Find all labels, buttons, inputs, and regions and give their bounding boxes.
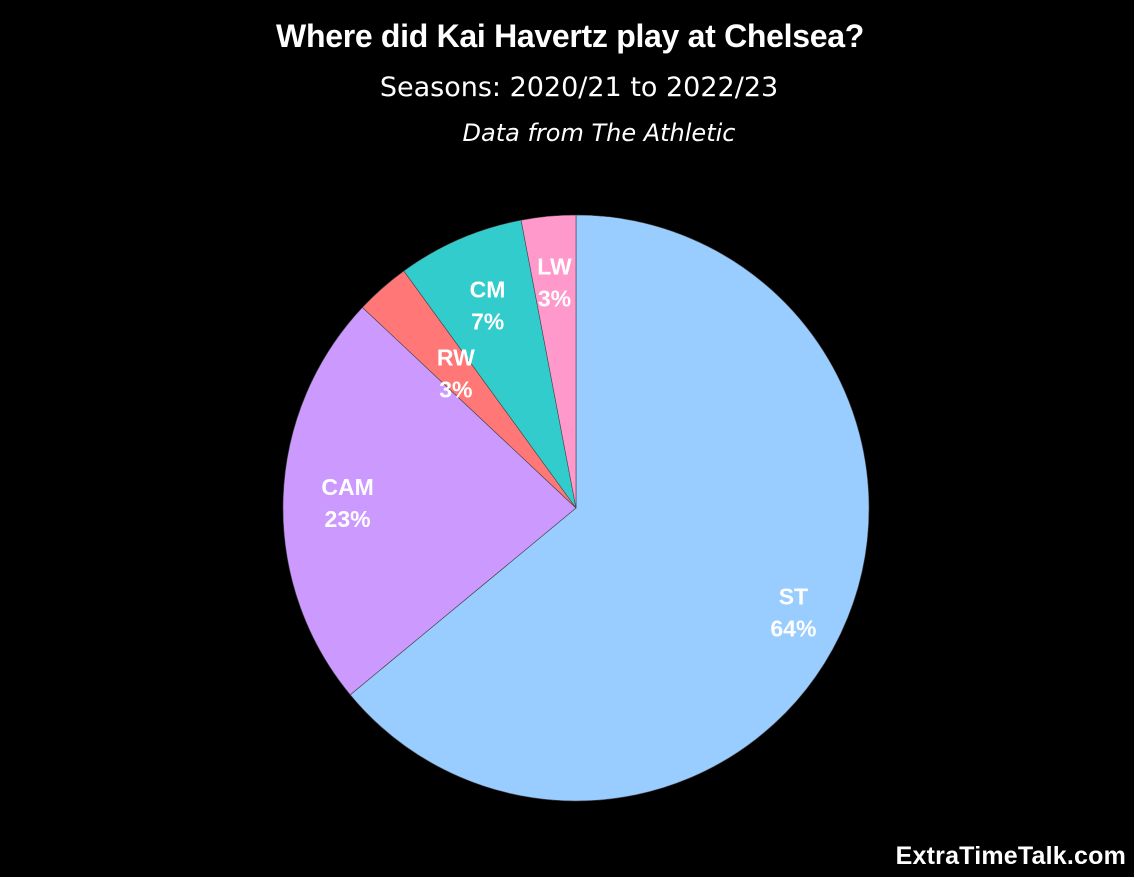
slice-label-cm: CM — [470, 277, 506, 303]
slice-label-st: ST — [779, 583, 808, 609]
slice-value-cam: 23% — [325, 506, 371, 532]
watermark: ExtraTimeTalk.com — [895, 842, 1126, 870]
slice-value-cm: 7% — [471, 309, 504, 335]
pie-slices — [282, 214, 870, 802]
chart-subtitle: Seasons: 2020/21 to 2022/23 — [379, 72, 779, 103]
chart-source-note: Data from The Athletic — [462, 119, 736, 147]
pie-slice-cm — [403, 219, 577, 509]
pie-labels: ST 64% CAM 23% RW 3% CM 7% LW 3% — [321, 253, 816, 641]
slice-label-rw: RW — [437, 345, 475, 371]
slice-label-cam: CAM — [321, 474, 373, 500]
slice-value-st: 64% — [770, 615, 816, 641]
chart-title: Where did Kai Havertz play at Chelsea? — [276, 18, 864, 54]
slice-value-lw: 3% — [538, 285, 571, 311]
pie-slice-cam — [282, 307, 577, 696]
slice-label-lw: LW — [537, 253, 572, 279]
slice-value-rw: 3% — [439, 377, 472, 403]
pie-slice-st — [349, 214, 870, 802]
pie-slice-lw — [520, 214, 577, 509]
